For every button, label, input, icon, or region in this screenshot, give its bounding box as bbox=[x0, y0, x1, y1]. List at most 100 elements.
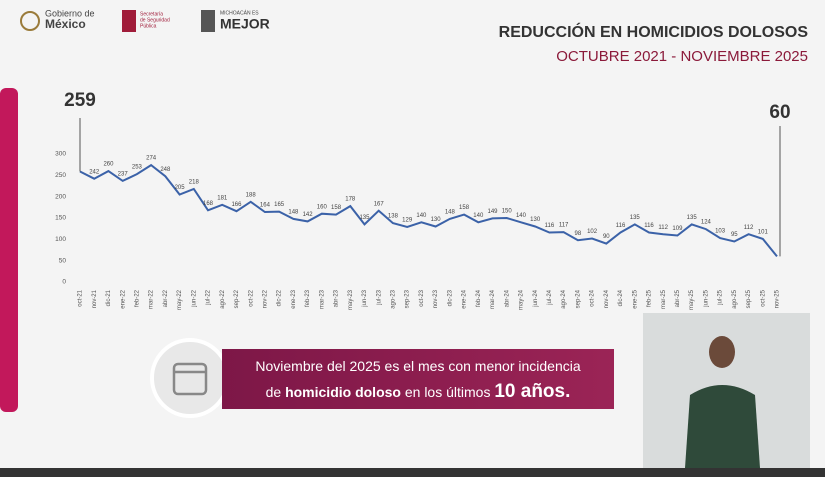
x-tick-label: ago-23 bbox=[391, 289, 397, 308]
x-tick-label: sep-24 bbox=[575, 289, 581, 308]
logo-icon bbox=[201, 10, 215, 32]
x-tick-label: oct-23 bbox=[419, 289, 425, 306]
logo-text: de Seguridad bbox=[140, 17, 170, 23]
y-tick-label: 50 bbox=[59, 257, 67, 264]
x-tick-label: jun-22 bbox=[191, 289, 197, 307]
data-label: 253 bbox=[132, 165, 143, 171]
x-tick-label: abr-23 bbox=[334, 289, 340, 307]
x-tick-label: ene-23 bbox=[291, 289, 297, 308]
data-label: 158 bbox=[331, 205, 342, 211]
x-tick-label: feb-23 bbox=[305, 289, 311, 307]
bottom-stripe bbox=[0, 468, 825, 477]
data-label: 181 bbox=[217, 195, 228, 201]
x-tick-label: jul-22 bbox=[206, 289, 212, 305]
data-label: 164 bbox=[260, 203, 271, 209]
x-tick-label: ago-24 bbox=[561, 289, 567, 308]
logo-text: MEJOR bbox=[220, 16, 270, 32]
y-tick-label: 0 bbox=[62, 279, 66, 286]
interpreter-body bbox=[685, 385, 760, 468]
x-tick-label: nov-21 bbox=[92, 289, 98, 308]
data-label: 205 bbox=[175, 185, 186, 191]
x-tick-label: may-22 bbox=[177, 289, 183, 310]
data-label: 274 bbox=[146, 156, 157, 162]
x-tick-label: jul-25 bbox=[718, 289, 724, 305]
data-label: 109 bbox=[672, 226, 683, 232]
x-tick-label: jun-25 bbox=[703, 289, 709, 307]
data-label: 140 bbox=[473, 213, 484, 219]
data-label: 117 bbox=[559, 223, 569, 229]
logo-text: Gobierno de bbox=[45, 8, 95, 18]
logo-text: MICHOACÁN ES bbox=[220, 9, 259, 16]
banner: Noviembre del 2025 es el mes con menor i… bbox=[222, 349, 614, 409]
data-label: 160 bbox=[317, 204, 328, 210]
x-tick-label: oct-24 bbox=[590, 289, 596, 306]
x-tick-label: feb-25 bbox=[647, 289, 653, 307]
calendar-icon bbox=[172, 362, 208, 396]
x-tick-label: ene-25 bbox=[632, 289, 638, 308]
data-label: 248 bbox=[160, 167, 171, 173]
x-tick-label: nov-25 bbox=[775, 289, 781, 308]
x-tick-label: ene-24 bbox=[462, 289, 468, 308]
icon-circle bbox=[150, 338, 230, 418]
y-tick-label: 150 bbox=[55, 215, 66, 222]
banner-text: en los últimos bbox=[404, 384, 491, 400]
x-tick-label: oct-25 bbox=[760, 289, 766, 306]
x-tick-label: jun-23 bbox=[362, 289, 368, 307]
data-label: 148 bbox=[445, 209, 456, 215]
data-label: 165 bbox=[274, 202, 285, 208]
x-tick-label: nov-23 bbox=[433, 289, 439, 308]
data-label: 135 bbox=[630, 215, 641, 221]
banner-line: de homicidio doloso en los últimos 10 añ… bbox=[222, 379, 614, 405]
data-label: 188 bbox=[246, 192, 257, 198]
x-tick-label: abr-25 bbox=[675, 289, 681, 307]
data-label: 135 bbox=[687, 215, 698, 221]
x-tick-label: jul-24 bbox=[547, 289, 553, 305]
data-label: 95 bbox=[731, 232, 738, 238]
x-tick-label: feb-24 bbox=[476, 289, 482, 307]
data-label: 140 bbox=[416, 213, 427, 219]
x-tick-label: mar-23 bbox=[319, 289, 325, 309]
data-label: 242 bbox=[89, 169, 100, 175]
interpreter-head bbox=[709, 336, 735, 368]
logo-text: México bbox=[45, 17, 86, 31]
x-tick-label: ago-22 bbox=[220, 289, 226, 308]
chart-title: REDUCCIÓN EN HOMICIDIOS DOLOSOS bbox=[499, 22, 809, 41]
x-tick-label: sep-22 bbox=[234, 289, 240, 308]
data-label: 135 bbox=[359, 215, 370, 221]
y-tick-label: 200 bbox=[55, 193, 66, 200]
x-tick-label: sep-23 bbox=[405, 289, 411, 308]
chart-subtitle: OCTUBRE 2021 - NOVIEMBRE 2025 bbox=[556, 48, 808, 65]
data-label: 237 bbox=[118, 171, 129, 177]
data-label: 130 bbox=[431, 217, 442, 223]
x-tick-label: dic-24 bbox=[618, 289, 624, 306]
data-label: 102 bbox=[587, 229, 598, 235]
x-tick-label: nov-22 bbox=[262, 289, 268, 308]
data-label: 178 bbox=[345, 197, 356, 203]
data-label: 150 bbox=[502, 209, 513, 215]
x-tick-label: oct-22 bbox=[248, 289, 254, 306]
x-tick-label: ene-22 bbox=[120, 289, 126, 308]
banner-bold: homicidio doloso bbox=[285, 384, 401, 400]
data-label: 138 bbox=[388, 214, 399, 220]
logo-text: Pública bbox=[140, 23, 157, 29]
data-line bbox=[79, 163, 778, 258]
data-label: 124 bbox=[701, 220, 712, 226]
data-label: 142 bbox=[303, 212, 314, 218]
banner-bold: 10 años. bbox=[494, 381, 571, 402]
x-tick-label: abr-24 bbox=[504, 289, 510, 307]
data-label: 112 bbox=[658, 225, 668, 231]
data-label: 140 bbox=[516, 213, 527, 219]
data-label: 116 bbox=[616, 223, 626, 229]
x-tick-label: jul-23 bbox=[376, 289, 382, 305]
banner-line: Noviembre del 2025 es el mes con menor i… bbox=[255, 358, 581, 374]
x-tick-label: oct-21 bbox=[78, 289, 84, 306]
data-label: 148 bbox=[288, 209, 299, 215]
data-label: 167 bbox=[374, 201, 385, 207]
x-tick-label: may-24 bbox=[519, 289, 525, 310]
data-label: 149 bbox=[488, 209, 499, 215]
x-tick-label: mar-24 bbox=[490, 289, 496, 309]
x-tick-label: may-23 bbox=[348, 289, 354, 310]
y-tick-label: 100 bbox=[55, 236, 66, 243]
data-label: 60 bbox=[769, 102, 790, 123]
x-tick-label: nov-24 bbox=[604, 289, 610, 308]
